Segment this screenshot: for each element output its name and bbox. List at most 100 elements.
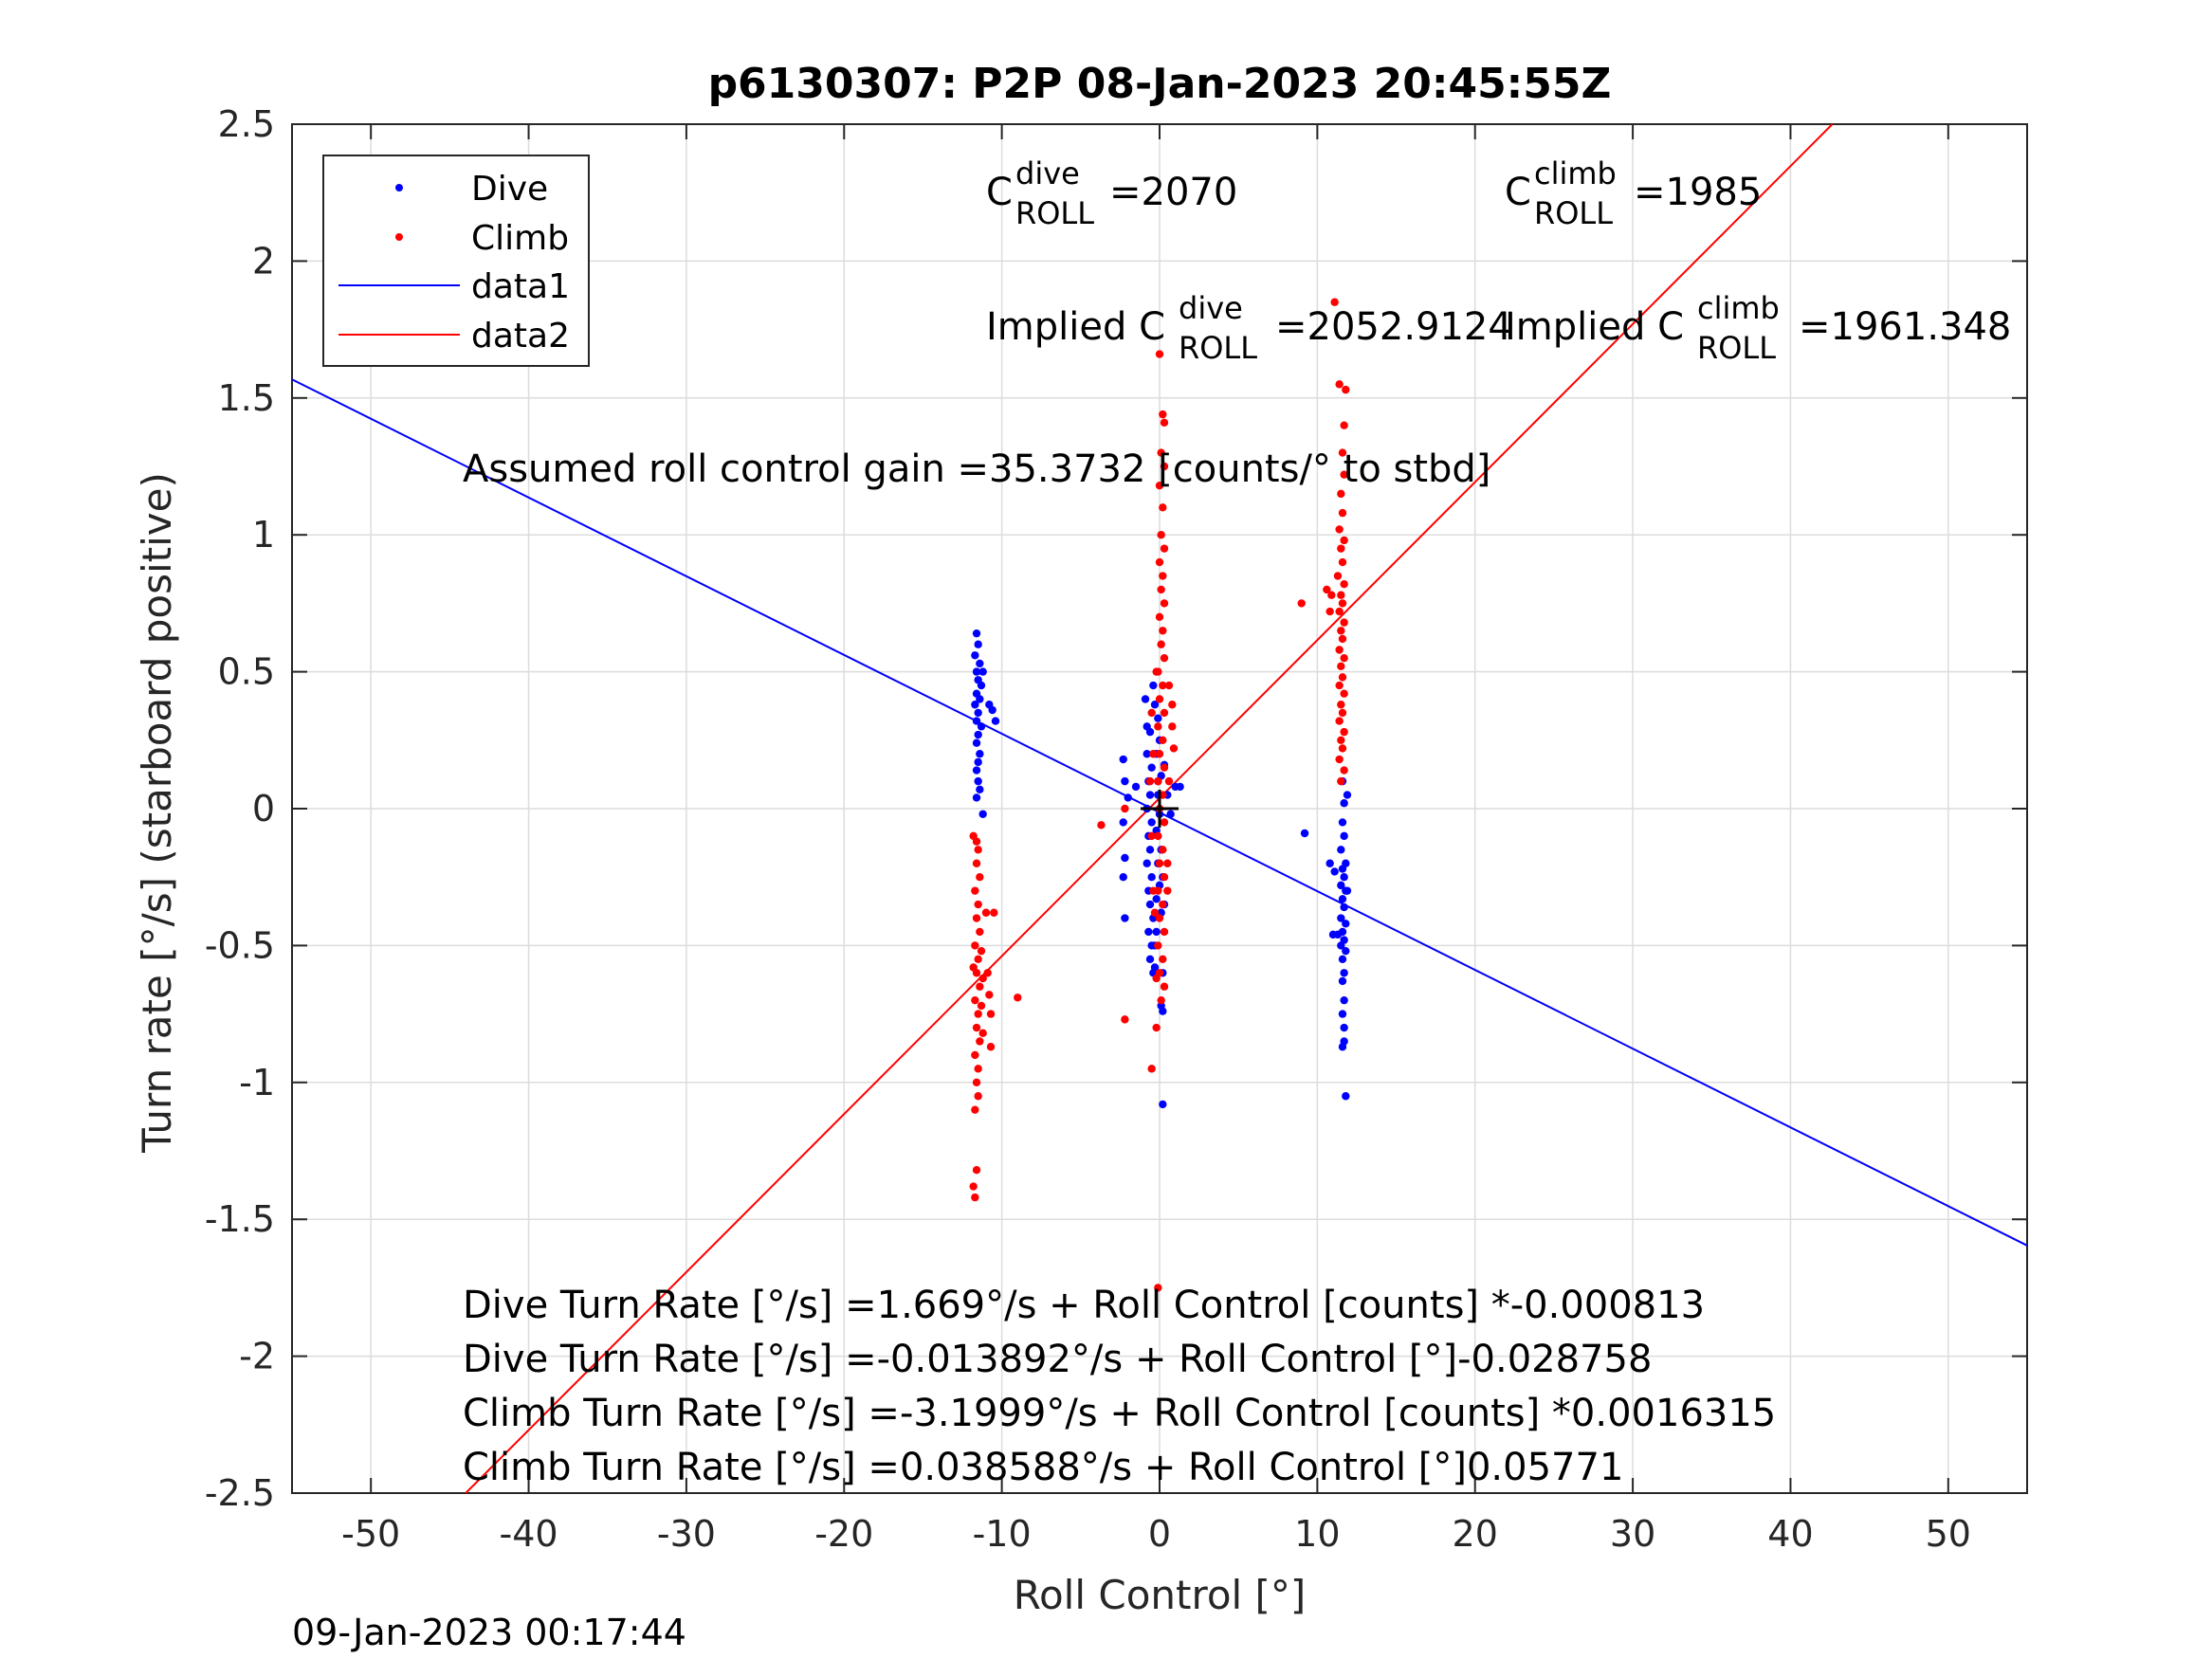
point-climb: [1159, 503, 1167, 512]
point-dive: [976, 785, 984, 793]
point-climb: [1338, 744, 1347, 753]
annotation-implied-climb: Implied C climb ROLL =1961.348: [1505, 290, 2011, 366]
point-dive: [971, 701, 979, 709]
point-climb: [1154, 831, 1162, 841]
cdive-sub: ROLL: [1015, 195, 1094, 231]
x-tick-label: -20: [814, 1513, 873, 1555]
point-dive: [1340, 1023, 1348, 1032]
point-dive: [1176, 782, 1184, 792]
point-climb: [1337, 489, 1345, 499]
point-climb: [1014, 994, 1022, 1002]
point-dive: [1143, 750, 1151, 758]
x-tick-label: 30: [1610, 1513, 1655, 1555]
point-dive: [1154, 714, 1162, 722]
point-climb: [1150, 908, 1160, 917]
cdive-sup: dive: [1015, 155, 1080, 191]
point-climb: [972, 1078, 981, 1087]
point-climb: [976, 982, 984, 991]
y-tick-label: 2.5: [218, 103, 275, 145]
point-climb: [974, 955, 982, 964]
point-dive: [1159, 1007, 1167, 1015]
equation-climb-counts: Climb Turn Rate [°/s] =-3.1999°/s + Roll…: [463, 1392, 1776, 1435]
implied-dive-sub: ROLL: [1179, 330, 1257, 366]
point-climb: [1323, 585, 1331, 594]
point-climb: [1155, 350, 1164, 358]
point-dive: [1337, 846, 1345, 854]
y-tick-label: 0: [252, 788, 275, 830]
point-climb: [1325, 607, 1334, 616]
point-climb: [1157, 995, 1165, 1005]
point-climb: [1159, 736, 1167, 744]
point-dive: [974, 708, 982, 718]
point-dive: [1340, 873, 1348, 882]
point-climb: [976, 927, 984, 937]
point-dive: [1333, 930, 1343, 939]
point-climb: [1168, 701, 1177, 709]
point-dive: [1121, 776, 1129, 786]
y-tick-label: 1.5: [218, 377, 275, 419]
point-climb: [1160, 982, 1169, 991]
point-climb: [1155, 914, 1164, 922]
point-dive: [1119, 818, 1127, 827]
point-climb: [1160, 462, 1169, 471]
point-climb: [1157, 448, 1165, 457]
point-dive: [1340, 902, 1348, 912]
legend: Dive Climb data1 data2: [322, 155, 590, 367]
point-climb: [1160, 418, 1169, 427]
point-climb: [1154, 722, 1162, 731]
point-dive: [1119, 873, 1127, 882]
data-points: [969, 298, 1352, 1292]
point-climb: [1337, 662, 1345, 671]
point-climb: [1147, 831, 1156, 841]
point-climb: [1297, 599, 1306, 608]
implied-dive-sup: dive: [1179, 290, 1243, 326]
point-climb: [1169, 744, 1179, 753]
point-dive: [1338, 955, 1347, 964]
point-dive: [1340, 969, 1348, 977]
point-dive: [1337, 881, 1345, 890]
point-climb: [1160, 818, 1169, 827]
point-dive: [1145, 955, 1155, 964]
cclimb-sub: ROLL: [1534, 195, 1613, 231]
point-climb: [1340, 766, 1348, 775]
point-climb: [1159, 572, 1167, 580]
y-tick-label: -1.5: [205, 1198, 275, 1240]
point-climb: [1147, 1065, 1156, 1073]
point-climb: [972, 914, 981, 922]
point-dive: [1343, 886, 1352, 895]
point-climb: [971, 1193, 979, 1202]
point-climb: [978, 974, 987, 983]
annotation-cdive: C dive ROLL =2070: [986, 155, 1237, 231]
point-dive: [1338, 895, 1347, 903]
x-tick-label: -30: [657, 1513, 716, 1555]
point-dive: [1145, 900, 1155, 909]
point-climb: [1160, 873, 1169, 882]
point-climb: [1159, 410, 1167, 419]
point-climb: [1149, 886, 1158, 895]
equation-climb-degrees: Climb Turn Rate [°/s] =0.038588°/s + Rol…: [463, 1446, 1623, 1489]
point-dive: [1147, 873, 1156, 882]
point-dive: [972, 766, 981, 775]
point-climb: [981, 908, 991, 917]
point-climb: [1338, 557, 1347, 567]
point-climb: [1338, 508, 1347, 518]
legend-dive-marker: [395, 184, 403, 191]
point-climb: [1160, 653, 1169, 663]
point-climb: [974, 1092, 982, 1101]
point-dive: [1342, 1092, 1350, 1101]
point-dive: [978, 667, 987, 676]
y-tick-label: -2.5: [205, 1472, 275, 1514]
x-axis-label: Roll Control [°]: [1014, 1572, 1307, 1618]
point-dive: [1150, 701, 1160, 709]
implied-climb-value: =1961.348: [1799, 305, 2011, 349]
point-dive: [1121, 914, 1129, 922]
point-climb: [1330, 298, 1339, 306]
point-climb: [1340, 653, 1348, 663]
point-dive: [1300, 829, 1309, 838]
legend-climb-marker: [395, 233, 403, 241]
gain-annotation: Assumed roll control gain =35.3732 [coun…: [463, 447, 1490, 491]
cclimb-prefix: C: [1505, 171, 1531, 214]
point-climb: [1338, 708, 1347, 718]
legend-dive-label: Dive: [471, 170, 548, 209]
point-dive: [972, 738, 981, 747]
